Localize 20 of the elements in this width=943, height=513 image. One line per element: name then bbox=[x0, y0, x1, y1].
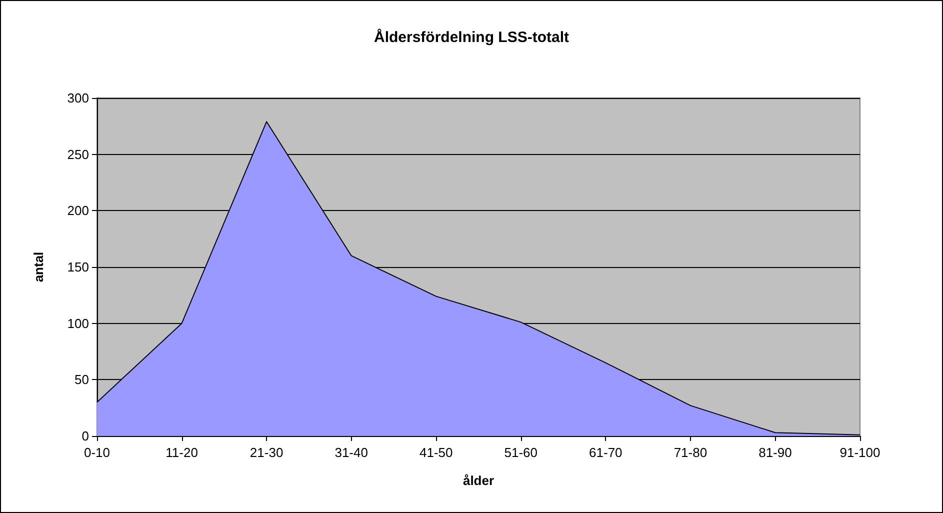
y-tick-label: 50 bbox=[74, 372, 89, 388]
x-tick-label: 81-90 bbox=[758, 445, 792, 460]
y-tick-label: 150 bbox=[67, 260, 89, 274]
x-tick-label: 61-70 bbox=[589, 445, 622, 460]
x-tick-label: 51-60 bbox=[504, 445, 538, 460]
x-tick-label: 91-100 bbox=[840, 445, 880, 460]
y-tick-label: 250 bbox=[67, 146, 89, 162]
y-tick-label: 0 bbox=[82, 428, 89, 444]
x-tick-label: 0-10 bbox=[84, 445, 110, 460]
chart-title: Åldersfördelning LSS-totalt bbox=[374, 28, 570, 46]
x-tick-label: 31-40 bbox=[334, 445, 368, 460]
y-tick-label: 200 bbox=[67, 203, 89, 218]
x-axis-title: ålder bbox=[462, 473, 494, 488]
y-axis-title: antal bbox=[31, 252, 46, 282]
x-tick-label: 11-20 bbox=[166, 445, 198, 460]
y-tick-label: 100 bbox=[67, 316, 89, 331]
x-tick-label: 21-30 bbox=[250, 445, 284, 460]
x-tick-label: 71-80 bbox=[674, 445, 708, 460]
y-tick-label: 300 bbox=[67, 90, 89, 106]
x-tick-label: 41-50 bbox=[419, 445, 453, 460]
